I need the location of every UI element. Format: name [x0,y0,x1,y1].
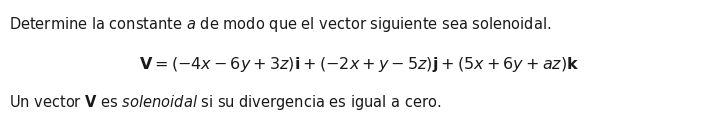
Text: $\mathbf{V} = (-4x - 6y + 3z)\mathbf{i} + (-2x + y - 5z)\mathbf{j} + (5x + 6y + : $\mathbf{V} = (-4x - 6y + 3z)\mathbf{i} … [139,55,580,74]
Text: Determine la constante $a$ de modo que el vector siguiente sea solenoidal.: Determine la constante $a$ de modo que e… [9,15,551,34]
Text: Un vector $\mathbf{V}$ es $\mathit{solenoidal}$ si su divergencia es igual a cer: Un vector $\mathbf{V}$ es $\mathit{solen… [9,93,441,112]
